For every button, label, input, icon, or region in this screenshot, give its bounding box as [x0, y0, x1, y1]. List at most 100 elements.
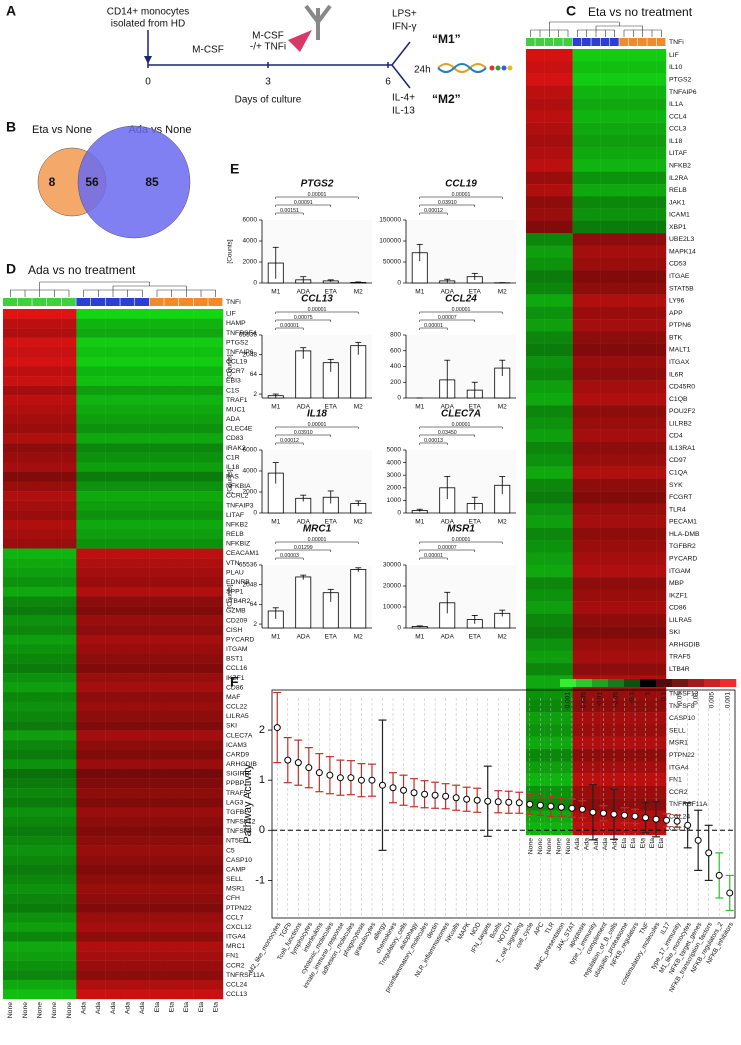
heatmap-cell	[208, 395, 224, 406]
heatmap-cell	[638, 650, 648, 664]
heatmap-cell	[193, 318, 209, 329]
heatmap-cell	[535, 98, 545, 111]
x-tick-label: ADA	[297, 289, 311, 296]
heatmap-cell	[32, 337, 48, 348]
heatmap-cell	[120, 519, 136, 530]
heatmap-cell	[105, 893, 121, 904]
heatmap-cell	[120, 539, 136, 549]
bar	[295, 576, 312, 629]
heatmap-cell	[208, 836, 224, 846]
sample-group-bar	[164, 298, 179, 306]
heatmap-cell	[17, 701, 33, 712]
heatmap-cell	[3, 711, 18, 722]
scale-swatch	[720, 679, 737, 687]
heatmap-cell	[91, 529, 106, 540]
heatmap-cell	[628, 147, 639, 160]
heatmap-cell	[164, 711, 180, 722]
heatmap-cell	[610, 306, 620, 320]
heatmap-cell	[638, 270, 648, 283]
gene-label: PYCARD	[669, 555, 697, 562]
heatmap-cell	[582, 282, 592, 295]
heatmap-cell	[208, 510, 224, 521]
y-tick-label: 4000	[243, 468, 258, 475]
heatmap-cell	[32, 893, 48, 904]
gene-label: CCL13	[226, 991, 247, 998]
sample-group-bar	[591, 38, 601, 46]
heatmap-cell	[61, 797, 77, 808]
gene-label: TNFAIP3	[226, 502, 254, 509]
heatmap-cell	[591, 61, 601, 74]
p-value: 0.00001	[424, 323, 443, 329]
heatmap-cell	[600, 196, 611, 209]
heatmap-cell	[563, 589, 573, 602]
heatmap-cell	[582, 613, 592, 627]
gene-label: CCL24	[669, 813, 690, 820]
heatmap-cell	[164, 328, 180, 338]
heatmap-cell	[61, 376, 77, 386]
heatmap-cell	[544, 331, 555, 344]
gene-label: RELB	[669, 187, 687, 194]
heatmap-cell	[526, 85, 536, 99]
heatmap-cell	[563, 319, 573, 332]
heatmap-cell	[582, 405, 592, 418]
heatmap-cell	[647, 171, 657, 185]
heatmap-cell	[563, 761, 573, 774]
heatmap-cell	[91, 510, 106, 521]
heatmap-cell	[610, 147, 620, 160]
heatmap-cell	[563, 368, 573, 381]
heatmap-cell	[638, 613, 648, 627]
heatmap-cell	[582, 343, 592, 357]
gene-label: SKI	[669, 629, 680, 636]
heatmap-cell	[619, 429, 629, 443]
heatmap-cell	[105, 797, 121, 808]
heatmap-cell	[135, 701, 150, 712]
heatmap-cell	[164, 874, 180, 885]
heatmap-cell	[535, 134, 545, 148]
heatmap-cell	[535, 49, 545, 62]
heatmap-cell	[208, 989, 224, 1000]
heatmap-cell	[47, 539, 62, 549]
heatmap-cell	[47, 519, 62, 530]
heatmap-cell	[619, 233, 629, 246]
heatmap-cell	[591, 233, 601, 246]
sample-group-bar	[600, 38, 610, 46]
heatmap-cell	[582, 712, 592, 725]
heatmap-cell	[149, 663, 165, 674]
heatmap-cell	[647, 294, 657, 308]
heatmap-cell	[193, 519, 209, 530]
heatmap-cell	[638, 454, 648, 467]
point	[357, 776, 365, 784]
heatmap-cell	[610, 245, 620, 258]
heatmap-cell	[638, 773, 648, 787]
heatmap-cell	[149, 721, 165, 731]
heatmap-cell	[208, 893, 224, 904]
heatmap-cell	[164, 931, 180, 942]
heatmap-cell	[656, 171, 667, 185]
heatmap-cell	[554, 712, 564, 725]
heatmap-cell	[61, 481, 77, 492]
heatmap-cell	[208, 673, 224, 683]
heatmap-cell	[193, 404, 209, 415]
heatmap-cell	[3, 491, 18, 501]
heatmap-cell	[610, 98, 620, 111]
heatmap-cell	[610, 442, 620, 455]
heatmap-cell	[563, 110, 573, 123]
heatmap-cell	[638, 208, 648, 222]
heatmap-cell	[164, 989, 180, 1000]
heatmap-cell	[591, 343, 601, 357]
heatmap-cell	[656, 552, 667, 566]
heatmap-cell	[535, 184, 545, 197]
heatmap-cell	[647, 208, 657, 222]
heatmap-cell	[208, 816, 224, 827]
heatmap-cell	[554, 122, 564, 136]
heatmap-cell	[120, 356, 136, 367]
heatmap-cell	[105, 491, 121, 501]
heatmap-cell	[149, 577, 165, 588]
heatmap-cell	[619, 208, 629, 222]
scale-swatch	[608, 679, 625, 687]
heatmap-cell	[656, 417, 667, 430]
heatmap-cell	[638, 110, 648, 123]
gene-label: GZMB	[226, 608, 246, 615]
heatmap-cell	[563, 712, 573, 725]
heatmap-cell	[17, 596, 33, 607]
